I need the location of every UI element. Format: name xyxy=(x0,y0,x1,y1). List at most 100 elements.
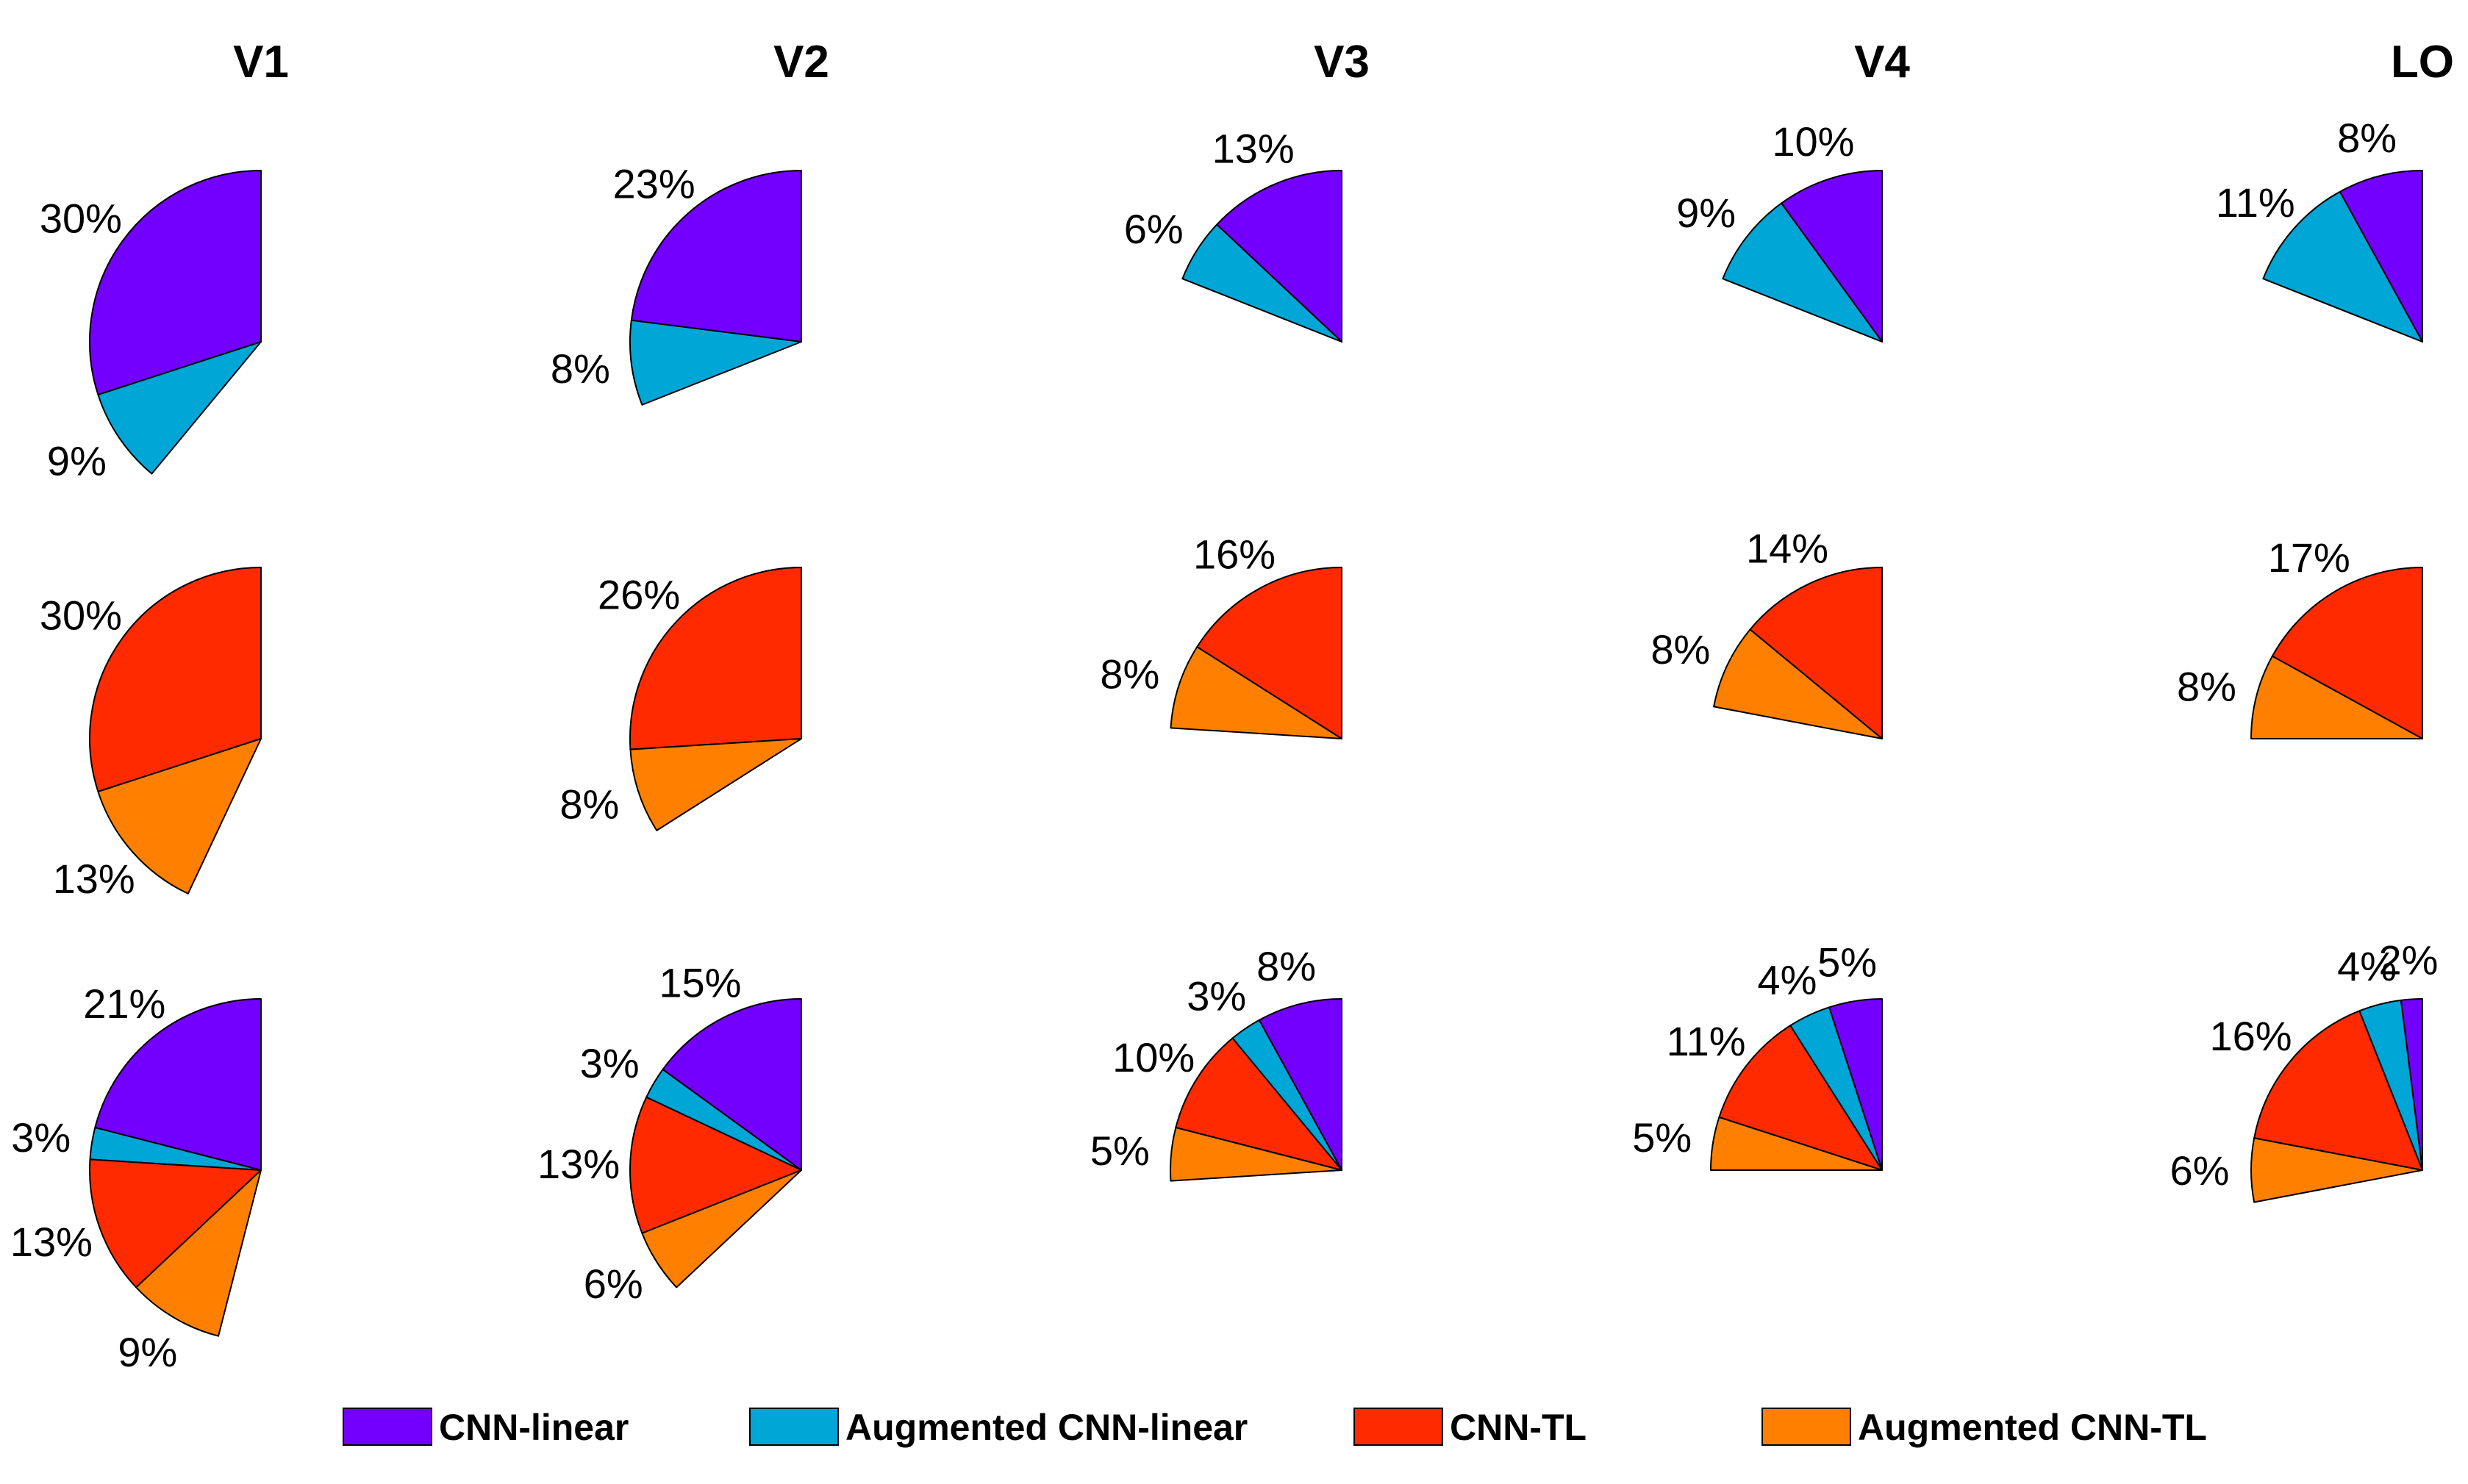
slice-cnn-linear xyxy=(1216,170,1342,343)
slice-label-cnn-linear: 30% xyxy=(40,195,122,241)
slice-label-augmented-cnn-linear: 4% xyxy=(2337,943,2397,989)
slice-label-cnn-tl: 13% xyxy=(537,1141,620,1187)
pie-v2-TL: 26% 8% xyxy=(559,567,802,831)
slice-augmented-cnn-tl xyxy=(629,738,802,831)
slice-label-cnn-tl: 17% xyxy=(2268,534,2350,581)
slice-label-augmented-cnn-linear: 8% xyxy=(551,345,610,392)
legend-item-cnn-linear: CNN-linear xyxy=(343,1407,629,1448)
slice-label-augmented-cnn-tl: 6% xyxy=(584,1261,643,1307)
slice-cnn-tl xyxy=(629,1096,802,1234)
slice-cnn-tl xyxy=(89,1158,262,1288)
slice-label-cnn-linear: 5% xyxy=(1817,939,1877,986)
slice-cnn-tl xyxy=(1175,1037,1342,1171)
legend-swatch-augmented-cnn-linear xyxy=(749,1408,839,1446)
slice-augmented-cnn-tl xyxy=(2250,1137,2423,1203)
slice-label-augmented-cnn-linear: 9% xyxy=(1676,190,1736,236)
slice-label-augmented-cnn-tl: 8% xyxy=(2177,664,2236,710)
legend-swatch-augmented-cnn-tl xyxy=(1761,1408,1851,1446)
slice-label-cnn-linear: 13% xyxy=(1212,126,1295,172)
slice-label-cnn-tl: 10% xyxy=(1112,1034,1195,1080)
pie-v3-linear: 13% 6% xyxy=(1124,126,1342,343)
slice-label-cnn-linear: 8% xyxy=(2337,115,2397,161)
slice-label-cnn-linear: 15% xyxy=(659,959,741,1006)
legend-swatch-cnn-linear xyxy=(343,1408,432,1446)
slice-cnn-tl xyxy=(1749,567,1883,739)
slice-label-cnn-linear: 8% xyxy=(1256,943,1316,989)
slice-augmented-cnn-linear xyxy=(629,319,802,406)
slice-cnn-linear xyxy=(89,170,262,395)
pie-v1-linear: 30% 9% xyxy=(40,170,262,484)
slice-augmented-cnn-tl xyxy=(135,1169,262,1337)
slice-label-augmented-cnn-tl: 6% xyxy=(2170,1147,2230,1194)
column-title-v4: V4 xyxy=(1854,37,1910,87)
slice-label-cnn-linear: 10% xyxy=(1772,118,1854,165)
pie-v2-linear: 23% 8% xyxy=(551,161,802,406)
legend-item-cnn-tl: CNN-TL xyxy=(1353,1407,1587,1448)
slice-cnn-linear xyxy=(662,998,802,1171)
slice-cnn-linear xyxy=(1781,170,1883,343)
slice-cnn-tl xyxy=(2271,567,2423,739)
slice-cnn-linear xyxy=(630,170,802,343)
slice-cnn-tl xyxy=(1718,1025,1883,1171)
column-title-v1: V1 xyxy=(233,37,289,87)
legend: CNN-linear Augmented CNN-linear CNN-TL Augm… xyxy=(343,1407,2207,1448)
slice-label-cnn-tl: 13% xyxy=(10,1219,93,1265)
slice-label-augmented-cnn-tl: 5% xyxy=(1090,1128,1150,1174)
legend-label-cnn-linear: CNN-linear xyxy=(439,1407,629,1448)
pie-v4-all: 5%4%11%5% xyxy=(1632,939,1883,1171)
slice-augmented-cnn-linear xyxy=(1722,202,1883,343)
pie-v3-TL: 16% 8% xyxy=(1100,531,1342,739)
slice-label-cnn-linear: 2% xyxy=(2379,937,2439,983)
slice-augmented-cnn-tl xyxy=(1170,1127,1342,1182)
slice-label-cnn-linear: 23% xyxy=(613,161,695,207)
slice-augmented-cnn-linear xyxy=(1181,223,1342,343)
slice-label-augmented-cnn-linear: 6% xyxy=(1124,206,1184,252)
slice-cnn-tl xyxy=(2253,1010,2423,1171)
pie-v2-all: 15% 3% 13% 6% xyxy=(537,959,802,1307)
pie-v3-all: 8%3% 10% 5% xyxy=(1090,943,1342,1182)
slice-label-augmented-cnn-linear: 4% xyxy=(1758,956,1817,1003)
legend-label-cnn-tl: CNN-TL xyxy=(1450,1407,1587,1448)
slice-augmented-cnn-tl xyxy=(1170,646,1342,739)
slice-augmented-cnn-linear xyxy=(97,341,262,475)
slice-label-cnn-tl: 16% xyxy=(1193,531,1276,578)
slice-label-augmented-cnn-tl: 8% xyxy=(1650,626,1710,673)
pie-v1-all: 21% 3% 13% 9% xyxy=(10,981,262,1375)
slice-label-augmented-cnn-linear: 3% xyxy=(580,1040,640,1086)
column-title-lo: LO xyxy=(2391,37,2454,87)
slice-augmented-cnn-tl xyxy=(1713,628,1883,739)
slice-label-cnn-linear: 21% xyxy=(83,981,165,1027)
pie-lo-linear: 8% 11% xyxy=(2216,115,2423,343)
column-title-v2: V2 xyxy=(773,37,829,87)
slice-cnn-linear xyxy=(94,998,262,1171)
slice-label-augmented-cnn-linear: 3% xyxy=(1187,973,1246,1019)
pie-lo-all: 2%4% 16% 6% xyxy=(2170,937,2439,1203)
pie-lo-TL: 17% 8% xyxy=(2177,534,2423,739)
slice-augmented-cnn-tl xyxy=(641,1169,802,1288)
slice-label-augmented-cnn-tl: 8% xyxy=(559,781,619,828)
slice-label-cnn-tl: 30% xyxy=(40,592,122,638)
slice-label-cnn-tl: 16% xyxy=(2209,1013,2292,1059)
pie-v1-TL: 30% 13% xyxy=(40,567,262,902)
slice-augmented-cnn-tl xyxy=(1710,1116,1883,1171)
column-title-v3: V3 xyxy=(1314,37,1370,87)
slice-cnn-tl xyxy=(1196,567,1342,739)
slice-cnn-linear xyxy=(1258,998,1342,1171)
slice-label-augmented-cnn-tl: 13% xyxy=(53,856,135,902)
slice-label-cnn-tl: 14% xyxy=(1746,525,1828,571)
slice-label-augmented-cnn-linear: 11% xyxy=(2216,179,2295,226)
pie-v4-TL: 14% 8% xyxy=(1650,525,1883,739)
slice-label-augmented-cnn-linear: 3% xyxy=(11,1114,71,1161)
slice-augmented-cnn-tl xyxy=(2250,655,2423,739)
legend-label-augmented-cnn-tl: Augmented CNN-TL xyxy=(1858,1407,2207,1448)
slice-label-cnn-tl: 11% xyxy=(1667,1018,1746,1064)
pie-v4-linear: 10% 9% xyxy=(1676,118,1883,343)
slice-label-augmented-cnn-tl: 9% xyxy=(118,1329,177,1375)
legend-item-augmented-cnn-tl: Augmented CNN-TL xyxy=(1761,1407,2207,1448)
slice-label-augmented-cnn-tl: 5% xyxy=(1632,1114,1692,1161)
legend-item-augmented-cnn-linear: Augmented CNN-linear xyxy=(749,1407,1248,1448)
slice-augmented-cnn-linear xyxy=(2262,190,2423,343)
slice-cnn-tl xyxy=(629,567,802,750)
slice-label-cnn-tl: 26% xyxy=(598,572,680,618)
